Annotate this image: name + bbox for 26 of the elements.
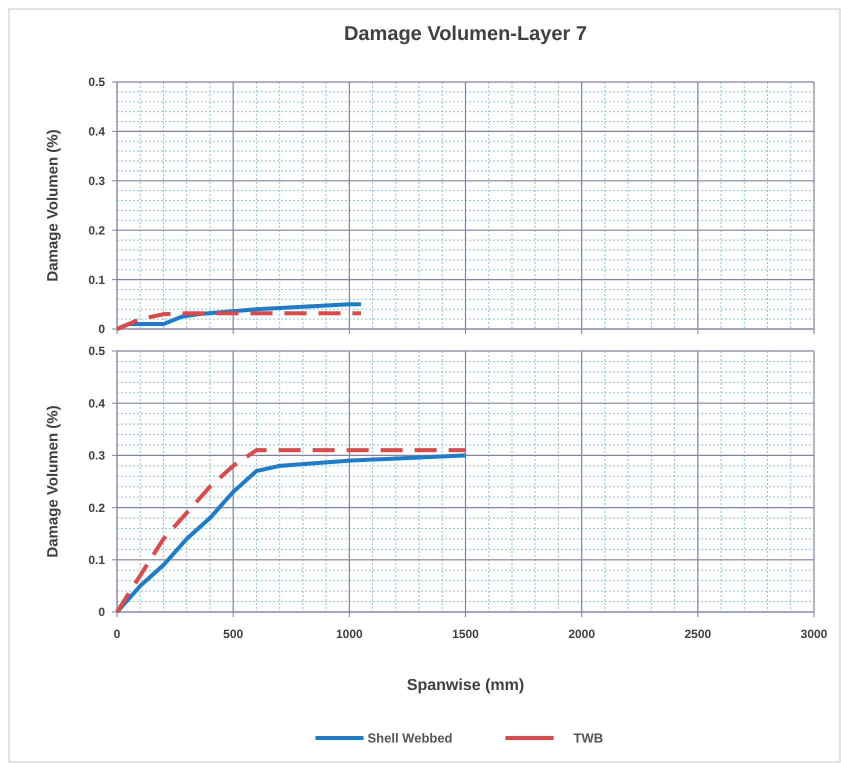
y-tick-label: 0.5 [88, 344, 106, 358]
y-tick-label: 0 [98, 322, 106, 336]
y-tick-label: 0 [98, 605, 106, 620]
y-axis-title: Damage Volumen (%) [44, 405, 62, 558]
y-tick-label: 0.4 [88, 396, 106, 410]
x-tick-label: 2500 [684, 627, 712, 641]
x-tick-label: 2000 [568, 627, 596, 641]
y-tick-label: 0.2 [88, 500, 106, 515]
y-tick-label: 0.4 [88, 124, 106, 139]
x-tick-label: 0 [114, 627, 121, 641]
y-tick-label: 0.3 [88, 174, 106, 188]
legend-label: Shell Webbed [368, 730, 453, 746]
y-tick-label: 0.2 [88, 223, 106, 238]
y-axis-title: Damage Volumen (%) [44, 129, 62, 282]
x-tick-label: 1000 [336, 627, 364, 641]
x-tick-label: 500 [223, 627, 244, 641]
y-tick-label: 0.5 [88, 75, 106, 90]
x-tick-label: 3000 [800, 627, 828, 641]
x-tick-label: 1500 [452, 627, 480, 641]
x-axis-title: Spanwise (mm) [406, 677, 524, 694]
line-series [115, 311, 363, 331]
y-tick-label: 0.1 [88, 272, 106, 287]
legend-label: TWB [574, 730, 604, 746]
y-tick-label: 0.3 [88, 448, 106, 463]
y-tick-label: 0.1 [88, 553, 106, 567]
chart-title: Damage Volumen-Layer 7 [344, 23, 588, 45]
